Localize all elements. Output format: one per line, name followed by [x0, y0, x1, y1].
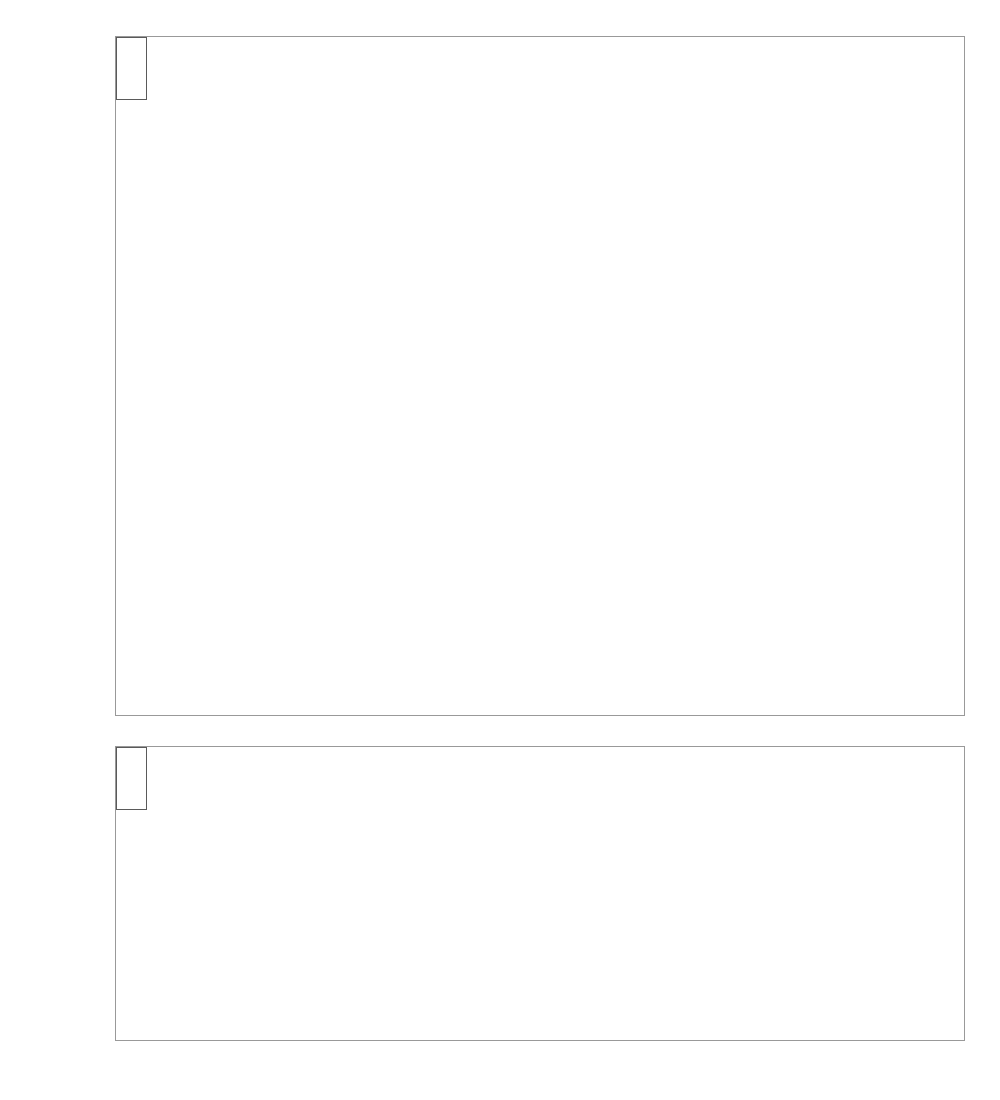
legend-bottom [116, 747, 147, 810]
incremental-rate-plot [115, 36, 965, 716]
legend-item-available-ruptures[interactable] [124, 753, 138, 778]
legend-item-participation[interactable] [124, 43, 138, 68]
legend-item-utilized-ruptures[interactable] [124, 778, 138, 803]
participation-swatch-icon [124, 48, 131, 63]
utilized-ruptures-swatch-icon [124, 783, 131, 798]
grid-top [116, 37, 964, 715]
grid-bottom [116, 747, 964, 1040]
nucleation-swatch-icon [124, 73, 131, 88]
legend-top [116, 37, 147, 100]
rupture-count-plot [115, 746, 965, 1041]
legend-item-nucleation[interactable] [124, 68, 138, 93]
available-ruptures-swatch-icon [124, 758, 131, 773]
